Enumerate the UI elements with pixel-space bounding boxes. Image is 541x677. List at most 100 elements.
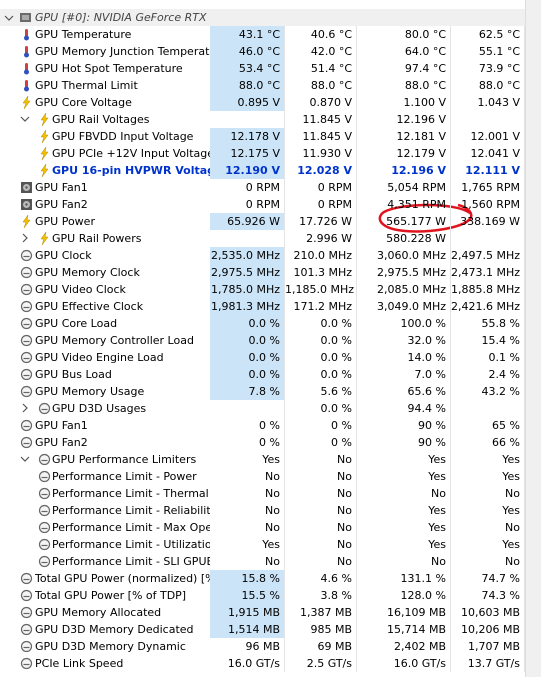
sensor-value: 11.845 V bbox=[285, 111, 357, 128]
expand-arrow[interactable] bbox=[20, 233, 30, 243]
sensor-icon bbox=[24, 29, 29, 41]
sensor-value: Yes bbox=[357, 502, 451, 519]
sensor-value: Yes bbox=[357, 519, 451, 536]
sensor-name[interactable]: GPU Rail Voltages bbox=[52, 113, 150, 126]
sensor-value: 0 RPM bbox=[285, 179, 357, 196]
sensor-icon bbox=[20, 317, 33, 330]
sensor-value: 2.996 W bbox=[285, 230, 357, 247]
sensor-value: 0 RPM bbox=[285, 196, 357, 213]
sensor-icon bbox=[20, 572, 33, 585]
sensor-name: GPU Fan1 bbox=[35, 419, 88, 432]
sensor-value: 16.0 GT/s bbox=[357, 655, 451, 672]
sensor-value bbox=[210, 111, 285, 128]
expand-arrow[interactable] bbox=[20, 114, 30, 124]
expand-arrow[interactable] bbox=[20, 403, 30, 413]
sensor-value: Yes bbox=[451, 502, 525, 519]
sensor-name[interactable]: GPU Rail Powers bbox=[52, 232, 142, 245]
group-row[interactable] bbox=[0, 9, 525, 26]
sensor-icon bbox=[40, 113, 49, 126]
sensor-value: 14.0 % bbox=[357, 349, 451, 366]
sensor-icon bbox=[20, 351, 33, 364]
sensor-value: 15,714 MB bbox=[357, 621, 451, 638]
sensor-value bbox=[210, 400, 285, 417]
group-arrow[interactable] bbox=[4, 13, 14, 23]
gpu-icon bbox=[20, 13, 31, 22]
sensor-value: 1,915 MB bbox=[210, 604, 285, 621]
sensor-name: PCIe Link Speed bbox=[35, 657, 124, 670]
sensor-value: 16,109 MB bbox=[357, 604, 451, 621]
sensor-value: No bbox=[285, 536, 357, 553]
sensor-value: 1,707 MB bbox=[451, 638, 525, 655]
sensor-name: Performance Limit - Power bbox=[52, 470, 197, 483]
sensor-value: 0.0 % bbox=[210, 366, 285, 383]
sensor-value: No bbox=[357, 553, 451, 570]
sensor-value: 5.6 % bbox=[285, 383, 357, 400]
sensor-name: GPU Temperature bbox=[35, 28, 132, 41]
sensor-value: 15.8 % bbox=[210, 570, 285, 587]
sensor-value: 1,785.0 MHz bbox=[210, 281, 285, 298]
sensor-value: 1,885.8 MHz bbox=[451, 281, 525, 298]
sensor-value: Yes bbox=[451, 536, 525, 553]
sensor-value: 0.0 % bbox=[210, 332, 285, 349]
sensor-value: No bbox=[285, 553, 357, 570]
sensor-value: No bbox=[210, 553, 285, 570]
sensor-value: 12.179 V bbox=[357, 145, 451, 162]
sensor-icon bbox=[20, 249, 33, 262]
sensor-icon bbox=[40, 130, 49, 143]
sensor-value: 11.845 V bbox=[285, 128, 357, 145]
sensor-value: 0.0 % bbox=[285, 349, 357, 366]
sensor-value: 565.177 W bbox=[357, 213, 451, 230]
sensor-value: 12.181 V bbox=[357, 128, 451, 145]
sensor-value: No bbox=[210, 485, 285, 502]
expand-arrow[interactable] bbox=[20, 454, 30, 464]
sensor-value: Yes bbox=[210, 536, 285, 553]
sensor-name: GPU 16-pin HVPWR Voltage bbox=[52, 164, 210, 177]
sensor-value: 12.001 V bbox=[451, 128, 525, 145]
sensor-value: No bbox=[285, 502, 357, 519]
sensor-value: 0.0 % bbox=[285, 332, 357, 349]
sensor-name: GPU Power bbox=[35, 215, 95, 228]
sensor-value: 0.0 % bbox=[210, 315, 285, 332]
sensor-name[interactable]: GPU D3D Usages bbox=[52, 402, 147, 415]
sensor-value: 210.0 MHz bbox=[285, 247, 357, 264]
sensor-value: 0 RPM bbox=[210, 179, 285, 196]
sensor-icon bbox=[38, 487, 51, 500]
sensor-value: Yes bbox=[357, 536, 451, 553]
sensor-name: GPU FBVDD Input Voltage bbox=[52, 130, 194, 143]
sensor-value: 12.196 V bbox=[357, 162, 451, 179]
sensor-value: 0.0 % bbox=[285, 400, 357, 417]
sensor-name: GPU Video Engine Load bbox=[35, 351, 164, 364]
sensor-value: 0 RPM bbox=[210, 196, 285, 213]
sensor-value: 32.0 % bbox=[357, 332, 451, 349]
sensor-value: 0.0 % bbox=[285, 366, 357, 383]
sensor-value: 13.7 GT/s bbox=[451, 655, 525, 672]
sensor-value: 43.2 % bbox=[451, 383, 525, 400]
sensor-name[interactable]: GPU Performance Limiters bbox=[52, 453, 197, 466]
sensor-value: 0.0 % bbox=[285, 315, 357, 332]
sensor-name: GPU Fan2 bbox=[35, 198, 88, 211]
sensor-name: Performance Limit - SLI GPUB... bbox=[52, 555, 210, 568]
sensor-value: 53.4 °C bbox=[210, 60, 285, 77]
sensor-icon bbox=[20, 368, 33, 381]
sensor-value: 94.4 % bbox=[357, 400, 451, 417]
sensor-value: 4,351 RPM bbox=[357, 196, 451, 213]
sensor-value: Yes bbox=[357, 451, 451, 468]
sensor-value: No bbox=[451, 485, 525, 502]
sensor-value: 100.0 % bbox=[357, 315, 451, 332]
scrollbar[interactable] bbox=[525, 0, 541, 677]
sensor-value: 2.4 % bbox=[451, 366, 525, 383]
sensor-value: 16.0 GT/s bbox=[210, 655, 285, 672]
sensor-value: No bbox=[285, 451, 357, 468]
sensor-name: GPU Hot Spot Temperature bbox=[35, 62, 183, 75]
sensor-value: Yes bbox=[451, 451, 525, 468]
sensor-icon bbox=[24, 80, 29, 92]
sensor-value: 0.870 V bbox=[285, 94, 357, 111]
sensor-icon bbox=[20, 385, 33, 398]
sensor-value: 69 MB bbox=[285, 638, 357, 655]
sensor-icon bbox=[20, 623, 33, 636]
sensor-name: Total GPU Power [% of TDP] bbox=[35, 589, 187, 602]
sensor-value: 12.111 V bbox=[451, 162, 525, 179]
sensor-value: 65 % bbox=[451, 417, 525, 434]
sensor-name: GPU Core Load bbox=[35, 317, 118, 330]
